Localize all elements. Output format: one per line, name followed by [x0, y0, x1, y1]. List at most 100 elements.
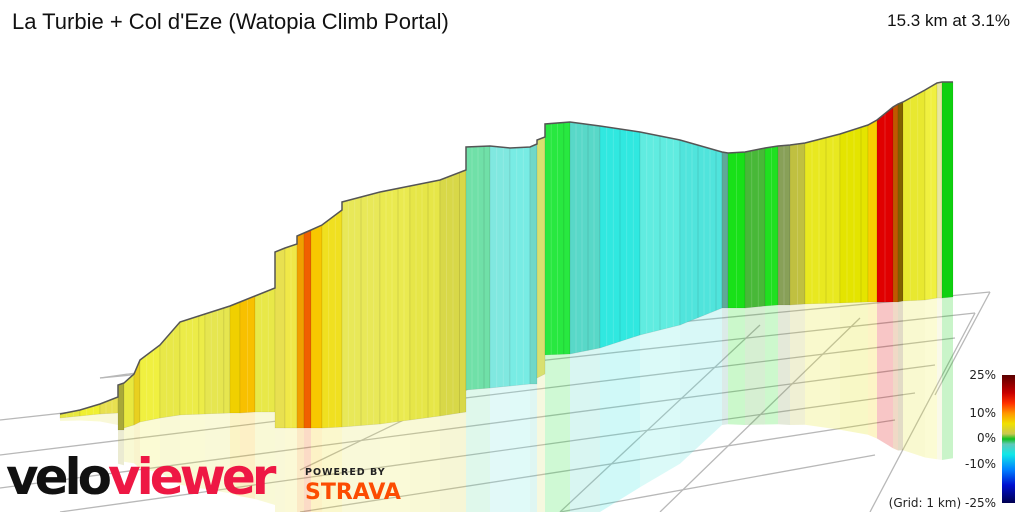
grid-line: [559, 454, 876, 512]
grid-line: [934, 291, 991, 396]
gradient-color-bar: [1002, 375, 1015, 503]
reflection-segment: [124, 425, 134, 464]
reflection-segment: [570, 348, 600, 512]
profile-segment: [509, 146, 531, 387]
grid-note: (Grid: 1 km): [888, 496, 962, 510]
reflection-segment: [311, 428, 322, 512]
legend-tick-minus10: -10%: [964, 457, 996, 471]
profile-segment: [321, 209, 343, 429]
logo-velo: velo: [6, 448, 112, 506]
reflection-segment: [60, 416, 80, 421]
reflection-segment: [898, 301, 903, 451]
reflection-segment: [728, 308, 745, 425]
legend-tick-minus25: (Grid: 1 km) -25%: [889, 496, 996, 510]
profile-outline: [59, 81, 953, 415]
reflection-segment: [342, 424, 380, 512]
reflection-segment: [530, 384, 537, 512]
reflection-segment: [745, 306, 765, 425]
reflection-segment: [778, 305, 790, 425]
grid-line: [869, 312, 976, 512]
profile-segment: [902, 89, 926, 302]
profile-segment: [529, 143, 538, 385]
page-title: La Turbie + Col d'Eze (Watopia Climb Por…: [12, 9, 449, 34]
profile-segment: [159, 321, 181, 419]
reflection-segment: [805, 303, 840, 430]
profile-segment: [536, 136, 546, 379]
profile-segment: [936, 81, 943, 299]
profile-segment: [941, 81, 954, 299]
profile-segment: [409, 179, 441, 421]
reflection-segment: [765, 305, 778, 425]
reflection-segment: [134, 422, 140, 469]
reflection-segment: [840, 302, 868, 435]
legend-tick-25: 25%: [969, 368, 996, 382]
profile-segment: [379, 185, 411, 425]
reflection-segment: [680, 308, 722, 464]
reflection-segment: [440, 412, 466, 512]
veloviewer-logo[interactable]: veloviewer: [6, 452, 276, 502]
legend-tick-0: 0%: [976, 431, 996, 445]
reflection-segment: [205, 413, 230, 494]
reflection-segment: [118, 430, 124, 466]
profile-segment: [133, 359, 141, 426]
profile-reflection: [60, 297, 953, 512]
reflection-segment: [600, 335, 640, 512]
profile-segment: [274, 247, 286, 429]
logo-viewer: viewer: [108, 448, 276, 506]
profile-segment: [804, 133, 841, 305]
profile-segment: [310, 224, 323, 429]
reflection-segment: [868, 302, 877, 439]
reflection-segment: [877, 302, 893, 449]
profile-segment: [117, 382, 125, 431]
reflection-segment: [100, 413, 118, 425]
powered-by-label: POWERED BY: [305, 467, 386, 478]
reflection-segment: [722, 308, 728, 425]
legend-tick-minus25-label: -25%: [964, 496, 996, 510]
reflection-segment: [380, 420, 410, 512]
reflection-segment: [640, 325, 680, 488]
reflection-segment: [255, 412, 275, 505]
grid-line: [559, 324, 761, 512]
reflection-segment: [180, 414, 205, 489]
profile-segment: [139, 344, 161, 423]
profile-segment: [867, 119, 878, 303]
reflection-segment: [790, 304, 805, 425]
strava-logo[interactable]: STRAVA: [305, 480, 401, 505]
profile-segment: [897, 101, 904, 303]
reflection-segment: [410, 416, 440, 512]
profile-segment: [569, 121, 601, 355]
reflection-segment: [297, 428, 304, 512]
grid-line: [299, 419, 896, 512]
reflection-segment: [903, 300, 925, 458]
reflection-segment: [285, 428, 297, 512]
reflection-segment: [275, 428, 285, 512]
reflection-segment: [537, 374, 545, 512]
reflection-segment: [304, 428, 311, 512]
reflection-segment: [160, 415, 180, 485]
profile-segment: [99, 396, 119, 415]
profile-segment: [892, 103, 899, 303]
profile-segment: [303, 229, 312, 429]
grid-line: [0, 337, 956, 456]
reflection-segment: [925, 298, 937, 460]
reflection-segment: [466, 388, 490, 512]
profile-segment: [79, 403, 101, 417]
reflection-segment: [230, 413, 240, 497]
profile-segment: [489, 145, 511, 389]
reflection-segment: [937, 298, 942, 460]
profile-segment: [296, 232, 305, 429]
reflection-segment: [240, 412, 255, 499]
reflection-segment: [80, 414, 100, 422]
profile-segment: [229, 301, 241, 414]
profile-segment: [254, 287, 276, 413]
grid-line: [59, 392, 916, 512]
profile-segment: [721, 151, 729, 309]
profile-segment: [744, 147, 766, 309]
reflection-segment: [322, 427, 342, 512]
reflection-segment: [510, 384, 530, 512]
reflection-segment: [140, 418, 160, 473]
grid-line: [659, 317, 861, 512]
reflection-segment: [942, 297, 953, 460]
legend-tick-10: 10%: [969, 406, 996, 420]
